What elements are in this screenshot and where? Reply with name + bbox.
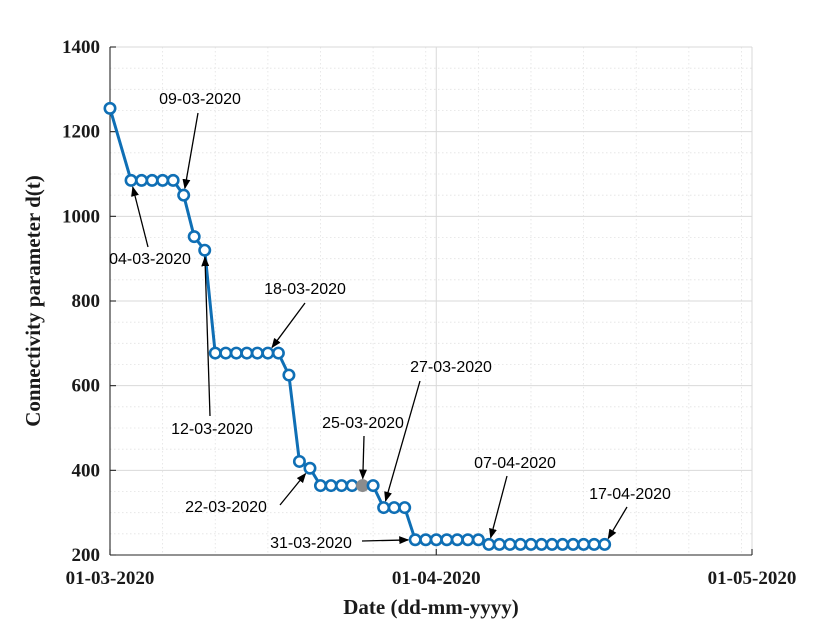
data-point (103, 101, 117, 115)
data-point (398, 501, 412, 515)
x-tick-label: 01-04-2020 (392, 568, 481, 589)
data-point (303, 461, 317, 475)
data-point (429, 533, 443, 547)
y-axis-label: Connectivity parameter d(t) (21, 175, 45, 427)
annotation-arrow (384, 380, 421, 502)
annotation-arrow (359, 435, 368, 480)
data-point (219, 346, 233, 360)
annotation-arrow (131, 186, 149, 248)
y-tick-label: 800 (72, 291, 101, 312)
annotation-label: 04-03-2020 (109, 251, 191, 268)
data-point (556, 537, 570, 551)
annotation-arrow (607, 506, 628, 540)
data-point (261, 346, 275, 360)
annotation-label: 17-04-2020 (589, 486, 671, 503)
y-tick-label: 1400 (62, 37, 100, 58)
data-point (324, 479, 338, 493)
annotation-arrow (489, 475, 508, 539)
annotation-label: 31-03-2020 (270, 535, 352, 552)
data-point (503, 537, 517, 551)
annotations: 04-03-2020 09-03-2020 12-03-2020 18-03-2020… (109, 91, 671, 552)
data-point (250, 346, 264, 360)
y-tick-label: 200 (72, 545, 101, 566)
data-point (156, 173, 170, 187)
annotation-arrow (279, 472, 307, 506)
annotation-label: 09-03-2020 (159, 91, 241, 108)
annotation-arrow (361, 536, 410, 545)
data-point (145, 173, 159, 187)
y-tick-label: 1000 (62, 206, 100, 227)
data-point (345, 479, 359, 493)
annotation-label: 27-03-2020 (410, 359, 492, 376)
data-point (587, 537, 601, 551)
annotation-label: 18-03-2020 (264, 281, 346, 298)
data-point (598, 537, 612, 551)
series-layer (103, 101, 612, 551)
data-point (471, 533, 485, 547)
data-point (271, 346, 285, 360)
annotation-arrow (201, 256, 211, 417)
data-point (187, 230, 201, 244)
data-point (524, 537, 538, 551)
data-point (461, 533, 475, 547)
data-point (282, 368, 296, 382)
data-point (366, 479, 380, 493)
data-point (335, 479, 349, 493)
annotation-arrow (182, 112, 199, 190)
data-point (408, 533, 422, 547)
data-point (124, 173, 138, 187)
data-point (566, 537, 580, 551)
y-tick-label: 400 (72, 460, 101, 481)
data-point (492, 537, 506, 551)
data-point (198, 243, 212, 257)
data-point (240, 346, 254, 360)
data-point (135, 173, 149, 187)
data-point (177, 188, 191, 202)
data-point (545, 537, 559, 551)
data-point-highlighted (356, 479, 370, 493)
data-point (208, 346, 222, 360)
data-point (419, 533, 433, 547)
x-tick-label: 01-03-2020 (66, 568, 155, 589)
data-point (387, 501, 401, 515)
data-point (292, 454, 306, 468)
x-tick-label: 01-05-2020 (708, 568, 797, 589)
data-point (535, 537, 549, 551)
data-point (513, 537, 527, 551)
data-point (440, 533, 454, 547)
annotation-label: 22-03-2020 (185, 499, 267, 516)
y-tick-label: 600 (72, 376, 101, 397)
data-point (482, 537, 496, 551)
annotation-label: 12-03-2020 (171, 421, 253, 438)
data-point (229, 346, 243, 360)
data-point (450, 533, 464, 547)
data-point (313, 479, 327, 493)
data-point (377, 501, 391, 515)
annotation-label: 25-03-2020 (322, 415, 404, 432)
y-tick-label: 1200 (62, 122, 100, 143)
data-point (166, 173, 180, 187)
annotation-arrow (271, 302, 306, 349)
data-point (577, 537, 591, 551)
x-axis-label: Date (dd-mm-yyyy) (343, 595, 519, 619)
annotation-label: 07-04-2020 (474, 455, 556, 472)
axes: 200 400 600 800 1000 1200 1400 01-03-2020 01-04-… (62, 37, 796, 589)
